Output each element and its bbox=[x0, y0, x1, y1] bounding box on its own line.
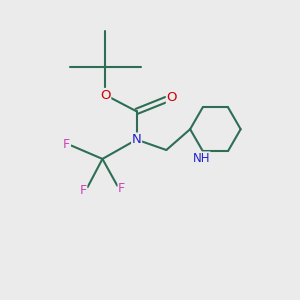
Text: O: O bbox=[167, 92, 177, 104]
Text: F: F bbox=[118, 182, 125, 195]
Text: N: N bbox=[132, 133, 142, 146]
Text: NH: NH bbox=[193, 152, 210, 165]
Text: O: O bbox=[100, 88, 111, 101]
Text: F: F bbox=[80, 184, 87, 196]
Text: F: F bbox=[63, 138, 70, 151]
